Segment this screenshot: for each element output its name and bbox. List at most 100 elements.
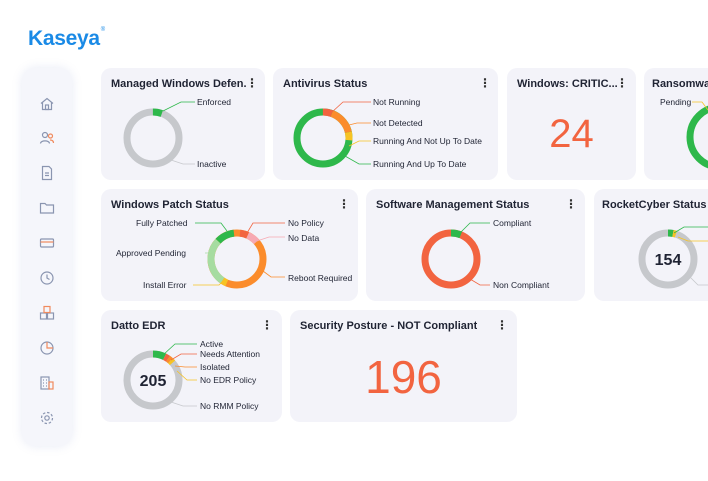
security-posture-card[interactable]: Security Posture - NOT Compliant ⋮ 196	[290, 310, 517, 422]
enforced-segment	[123, 108, 183, 168]
building-icon[interactable]	[37, 373, 57, 393]
pie-chart-icon[interactable]	[37, 338, 57, 358]
legend-install-error: Install Error	[143, 280, 187, 290]
leader-compliant	[459, 222, 490, 234]
datto-edr-card[interactable]: Datto EDR ⋮ 205 Active Needs Attention I…	[101, 310, 282, 422]
legend-running-up-to-date: Running And Up To Date	[373, 159, 467, 169]
settings-icon[interactable]	[37, 408, 57, 428]
legend-needs-attention: Needs Attention	[200, 349, 261, 359]
leader-rocketcyber-1	[673, 226, 708, 234]
leader-no-data	[256, 236, 285, 242]
legend-non-compliant: Non Compliant	[493, 280, 550, 290]
leader-no-policy	[246, 222, 285, 234]
leader-needs-attention	[170, 353, 197, 361]
card-title: Windows Patch Status	[111, 199, 229, 211]
leader-no-rmm-policy	[170, 401, 197, 407]
leader-not-detected	[344, 122, 371, 127]
windows-critical-card[interactable]: Windows: CRITIC... ⋮ 24	[507, 68, 636, 180]
leader-up-to-date	[344, 155, 371, 165]
software-management-status-card[interactable]: Software Management Status ⋮ Compliant N…	[366, 189, 585, 301]
sidebar	[22, 68, 72, 446]
legend-no-policy: No Policy	[288, 218, 324, 228]
users-icon[interactable]	[37, 128, 57, 148]
legend-running-not-up-to-date: Running And Not Up To Date	[373, 136, 482, 146]
legend-reboot-required: Reboot Required	[288, 273, 353, 283]
edr-total: 205	[140, 373, 167, 390]
rocketcyber-total: 154	[655, 252, 682, 269]
managed-windows-defender-card[interactable]: Managed Windows Defen... ⋮ Enforced Inac…	[101, 68, 265, 180]
leader-no-edr-policy	[176, 370, 197, 381]
more-options-icon[interactable]: ⋮	[479, 76, 491, 90]
leader-rocketcyber-3	[689, 276, 708, 286]
card-title: RocketCyber Status	[602, 199, 707, 211]
software-donut-chart	[421, 222, 490, 289]
card-title: Antivirus Status	[283, 78, 368, 90]
leader-not-running	[330, 101, 371, 114]
active-segment	[123, 350, 183, 410]
more-options-icon[interactable]: ⋮	[565, 197, 577, 211]
antivirus-status-card[interactable]: Antivirus Status ⋮ Not Running Not Detec…	[273, 68, 498, 180]
ransomware-donut-chart	[686, 101, 708, 169]
legend-no-rmm-policy: No RMM Policy	[200, 401, 259, 411]
antivirus-donut-chart	[293, 101, 371, 168]
defender-donut-chart	[123, 101, 195, 168]
leader-pending	[692, 101, 708, 111]
leader-isolated	[174, 365, 197, 368]
card-title: Ransomwar	[652, 78, 708, 90]
leader-rocketcyber-2	[677, 236, 708, 242]
legend-approved-pending: Approved Pending	[116, 248, 186, 258]
legend-not-running: Not Running	[373, 97, 421, 107]
legend-isolated: Isolated	[200, 362, 230, 372]
logo-text: Kaseya	[28, 27, 100, 50]
legend-pending: Pending	[660, 97, 692, 107]
card-title: Windows: CRITIC...	[517, 78, 617, 90]
legend-no-edr-policy: No EDR Policy	[200, 375, 257, 385]
not-running-segment	[293, 108, 353, 168]
legend-inactive: Inactive	[197, 159, 227, 169]
kaseya-logo: Kaseya®	[28, 27, 105, 51]
card-title: Software Management Status	[376, 199, 530, 211]
ticket-icon[interactable]	[37, 233, 57, 253]
card-title: Datto EDR	[111, 320, 166, 332]
home-icon[interactable]	[37, 94, 57, 114]
legend-fully-patched: Fully Patched	[136, 218, 188, 228]
enforced-leader	[162, 101, 195, 112]
legend-not-detected: Not Detected	[373, 118, 423, 128]
more-options-icon[interactable]: ⋮	[246, 76, 258, 90]
more-options-icon[interactable]: ⋮	[616, 76, 628, 90]
card-title: Managed Windows Defen...	[111, 78, 246, 90]
critical-count: 24	[549, 112, 594, 156]
ransomware-card[interactable]: Ransomwar Pending	[644, 68, 708, 180]
more-options-icon[interactable]: ⋮	[496, 318, 508, 332]
document-icon[interactable]	[37, 163, 57, 183]
legend-no-data: No Data	[288, 233, 320, 243]
legend-enforced: Enforced	[197, 97, 232, 107]
rocketcyber-green-segment	[638, 229, 698, 289]
compliant-segment	[421, 229, 481, 289]
more-options-icon[interactable]: ⋮	[261, 318, 273, 332]
leader-not-up-to-date	[348, 140, 371, 147]
inactive-leader	[170, 159, 195, 165]
legend-active: Active	[200, 339, 224, 349]
clock-icon[interactable]	[37, 268, 57, 288]
windows-patch-status-card[interactable]: Windows Patch Status ⋮ Fully Patched App…	[101, 189, 358, 301]
inactive-segment	[123, 108, 183, 168]
non-compliant-count: 196	[365, 351, 442, 403]
folder-icon[interactable]	[37, 198, 57, 218]
patch-donut-chart	[193, 222, 285, 289]
logo-mark: ®	[100, 27, 105, 33]
card-title: Security Posture - NOT Compliant	[300, 320, 478, 332]
leader-active	[162, 343, 197, 356]
rocketcyber-status-card[interactable]: RocketCyber Status 154	[594, 189, 708, 301]
leader-non-compliant	[469, 278, 490, 286]
leader-fully-patched	[195, 222, 228, 232]
ransomware-segment	[686, 105, 708, 169]
approved-pending-segment	[207, 229, 267, 289]
not-up-to-date-segment	[293, 108, 353, 168]
leader-reboot-required	[262, 270, 285, 278]
edr-donut-chart: 205	[123, 343, 197, 410]
non-compliant-segment	[421, 229, 481, 289]
rocketcyber-donut-chart: 154	[638, 226, 708, 289]
more-options-icon[interactable]: ⋮	[338, 197, 350, 211]
packages-icon[interactable]	[37, 303, 57, 323]
